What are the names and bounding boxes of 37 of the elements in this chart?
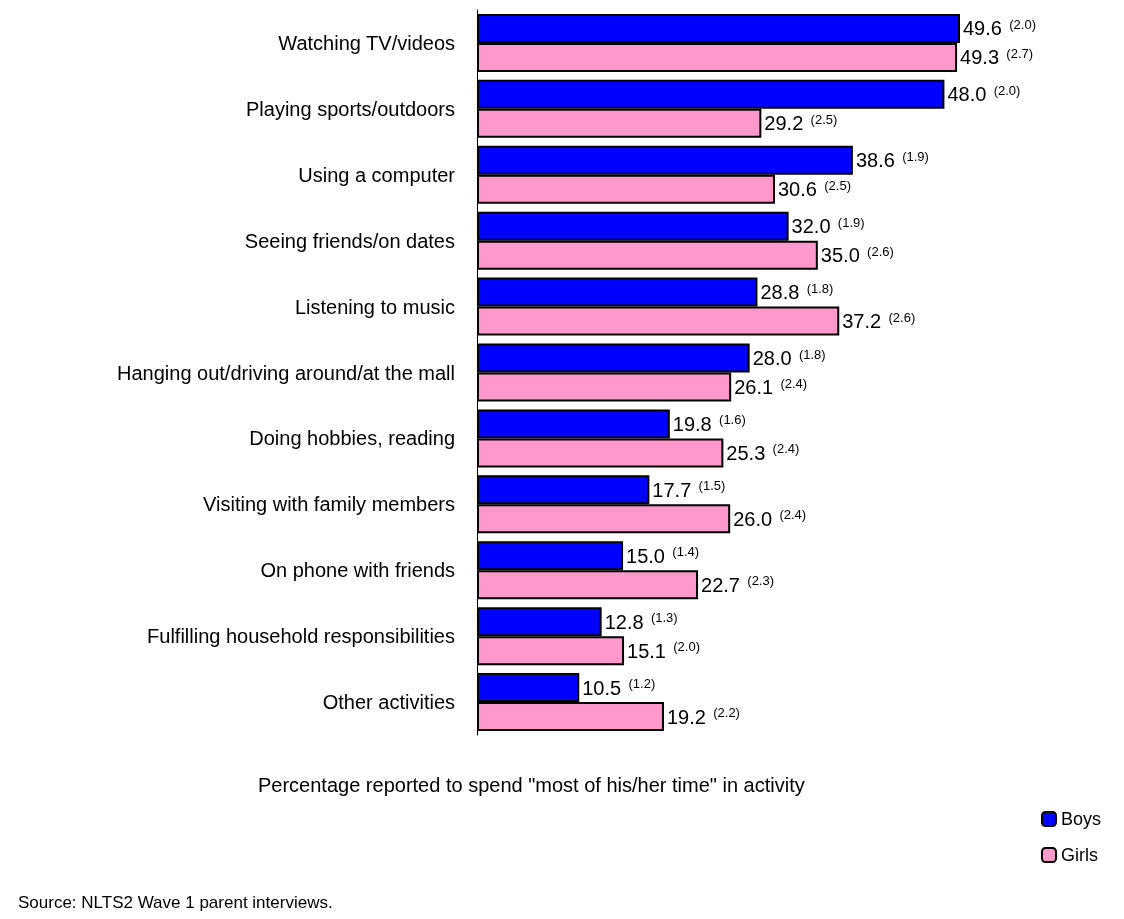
y-tick-label: Seeing friends/on dates xyxy=(244,229,455,252)
y-tick-label: Visiting with family members xyxy=(203,493,455,516)
y-tick-label: Using a computer xyxy=(298,163,456,186)
y-tick-label: Fulfilling household responsibilities xyxy=(147,625,455,648)
data-label: 26.1 (2.4) xyxy=(734,375,808,398)
legend-label: Boys xyxy=(1060,809,1102,829)
data-label: 35.0 (2.6) xyxy=(820,243,894,267)
data-label: 25.3 (2.4) xyxy=(726,441,800,464)
x-axis-title: Percentage reported to spend "most of his/her time" in activity xyxy=(258,774,805,796)
data-label: 10.5 (1.2) xyxy=(582,676,656,699)
source-note: Source: NLTS2 Wave 1 parent interviews. xyxy=(18,893,333,912)
data-label: 26.0 (2.4) xyxy=(733,507,807,530)
data-label: 17.7 (1.5) xyxy=(652,478,726,501)
y-tick-label: Playing sports/outdoors xyxy=(245,97,455,120)
data-label: 28.0 (1.8) xyxy=(752,346,826,369)
data-label: 22.7 (2.3) xyxy=(701,573,775,596)
legend-label: Girls xyxy=(1060,845,1098,865)
data-label: 49.6 (2.0) xyxy=(963,16,1036,40)
data-label: 29.2 (2.5) xyxy=(764,111,838,135)
y-tick-label: Other activities xyxy=(322,691,455,714)
y-tick-label: Watching TV/videos xyxy=(278,31,455,54)
y-tick-label: Doing hobbies, reading xyxy=(249,427,455,450)
data-label: 37.2 (2.6) xyxy=(842,309,916,333)
data-label: 30.6 (2.5) xyxy=(777,177,851,201)
data-label: 12.8 (1.3) xyxy=(604,610,678,633)
data-label: 15.1 (2.0) xyxy=(627,639,701,662)
data-label: 19.2 (2.2) xyxy=(666,705,740,728)
data-label: 28.8 (1.8) xyxy=(760,280,834,304)
data-label: 38.6 (1.9) xyxy=(855,148,929,172)
y-tick-label: On phone with friends xyxy=(260,559,455,582)
y-tick-label: Listening to music xyxy=(294,295,455,318)
data-label: 15.0 (1.4) xyxy=(626,544,700,567)
data-label: 49.3 (2.7) xyxy=(960,45,1034,69)
y-tick-label: Hanging out/driving around/at the mall xyxy=(117,361,455,384)
data-label: 48.0 (2.0) xyxy=(947,82,1021,106)
data-label: 32.0 (1.9) xyxy=(791,214,865,238)
data-label: 19.8 (1.6) xyxy=(672,412,746,435)
